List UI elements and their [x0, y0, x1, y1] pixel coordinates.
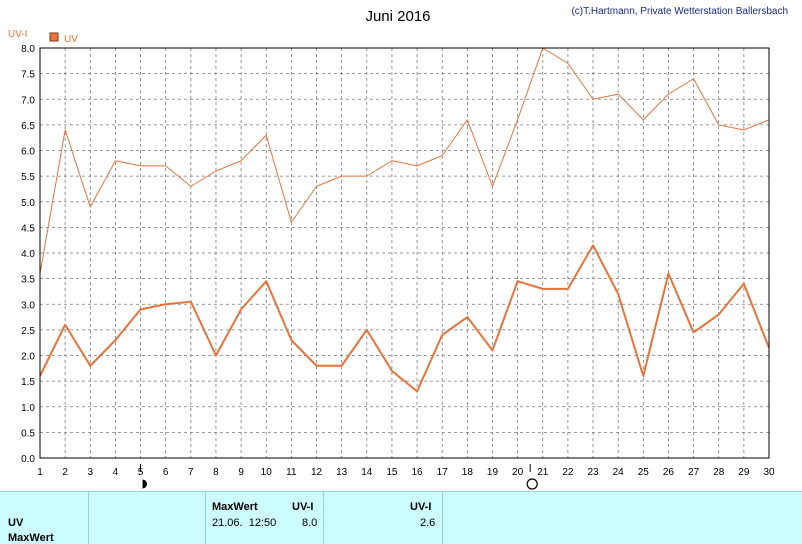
x-tick-label: 22 — [562, 467, 574, 478]
x-tick-label: 11 — [286, 467, 297, 478]
x-tick-label: 16 — [412, 467, 424, 478]
x-tick-label: 1 — [37, 467, 43, 478]
y-tick-label: 7.0 — [21, 95, 35, 106]
x-tick-label: 13 — [336, 467, 348, 478]
moon-phase-icons — [138, 464, 538, 490]
x-tick-label: 29 — [738, 467, 750, 478]
new-moon-icon — [138, 479, 148, 489]
x-tick-label: 4 — [113, 467, 119, 478]
x-tick-label: 17 — [437, 467, 449, 478]
x-tick-label: 21 — [537, 467, 549, 478]
y-tick-label: 0.0 — [21, 454, 35, 465]
y-tick-label: 5.0 — [21, 198, 35, 209]
x-tick-label: 19 — [487, 467, 499, 478]
full-moon-icon — [526, 478, 538, 490]
max-header: MaxWert — [212, 501, 258, 513]
y-tick-label: 2.0 — [21, 352, 35, 363]
legend-swatch — [49, 32, 59, 42]
x-tick-label: 27 — [688, 467, 700, 478]
x-tick-label: 12 — [311, 467, 323, 478]
x-tick-label: 2 — [62, 467, 68, 478]
y-tick-label: 3.0 — [21, 300, 35, 311]
x-tick-label: 14 — [361, 467, 373, 478]
y-tick-label: 4.5 — [21, 223, 35, 234]
x-tick-label: 26 — [663, 467, 675, 478]
x-tick-label: 5 — [138, 467, 144, 478]
x-axis-ticks: 1 2 3 4 5 6 7 8 9 10 11 12 13 14 15 16 17 18 19 20 21 22 23 24 2… — [37, 467, 775, 478]
x-tick-label: 23 — [587, 467, 599, 478]
series-lines — [39, 47, 770, 393]
copyright-text: (c)T.Hartmann, Private Wetterstation Bal… — [571, 6, 788, 17]
y-tick-label: 8.0 — [21, 44, 35, 55]
x-tick-label: 10 — [261, 467, 273, 478]
uv-chart: Juni 2016 (c)T.Hartmann, Private Wetters… — [8, 6, 788, 490]
y-tick-label: 1.0 — [21, 403, 35, 414]
grid — [40, 48, 769, 458]
plot-frame — [39, 47, 770, 459]
x-tick-label: 8 — [213, 467, 219, 478]
row-label-uv: UV — [8, 517, 24, 529]
x-tick-label: 3 — [87, 467, 93, 478]
y-tick-label: 5.5 — [21, 172, 35, 183]
y-tick-label: 6.0 — [21, 147, 35, 158]
max-value: 8.0 — [302, 517, 318, 529]
x-tick-label: 30 — [763, 467, 775, 478]
y-tick-label: 7.5 — [21, 70, 35, 81]
y-unit-label: UV-I — [8, 29, 27, 40]
y-tick-label: 0.5 — [21, 428, 35, 439]
y-tick-label: 1.5 — [21, 377, 35, 388]
x-tick-label: 28 — [713, 467, 725, 478]
x-tick-label: 20 — [512, 467, 524, 478]
row-label-maxwert: MaxWert — [8, 532, 54, 544]
chart-title: Juni 2016 — [365, 8, 430, 25]
max-datetime: 21.06. 12:50 — [212, 517, 277, 529]
x-tick-label: 6 — [163, 467, 169, 478]
x-tick-label: 7 — [188, 467, 194, 478]
x-tick-label: 15 — [386, 467, 398, 478]
x-tick-label: 18 — [462, 467, 474, 478]
avg-unit-header: UV-I — [410, 501, 432, 513]
x-tick-label: 9 — [238, 467, 244, 478]
series-line-daily-max — [39, 47, 770, 274]
legend-label: UV — [64, 34, 78, 45]
y-axis-ticks: 0.0 0.5 1.0 1.5 2.0 2.5 3.0 3.5 4.0 4.5 5.0 5.5 6.0 6… — [21, 44, 35, 465]
max-unit-header: UV-I — [292, 501, 314, 513]
x-tick-label: 24 — [613, 467, 625, 478]
avg-value: 2.6 — [420, 517, 436, 529]
y-tick-label: 2.5 — [21, 326, 35, 337]
summary-table: UV MaxWert MaxWert UV-I 21.06. 12:50 8.0… — [0, 491, 802, 544]
y-tick-label: 3.5 — [21, 275, 35, 286]
y-tick-label: 6.5 — [21, 121, 35, 132]
y-tick-label: 4.0 — [21, 249, 35, 260]
series-line-daily-mean — [39, 244, 770, 393]
x-tick-label: 25 — [638, 467, 650, 478]
